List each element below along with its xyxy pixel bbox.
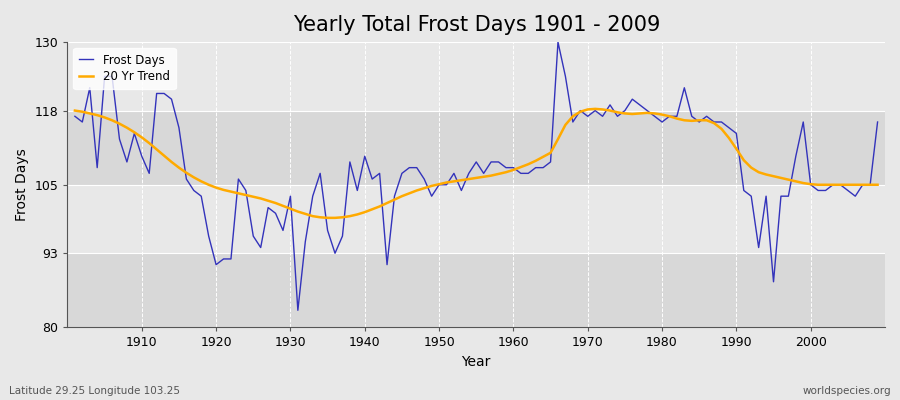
Legend: Frost Days, 20 Yr Trend: Frost Days, 20 Yr Trend xyxy=(74,48,176,89)
Frost Days xyxy=(872,120,883,124)
20 Yr Trend xyxy=(508,168,518,172)
Text: Latitude 29.25 Longitude 103.25: Latitude 29.25 Longitude 103.25 xyxy=(9,386,180,396)
20 Yr Trend xyxy=(612,110,623,115)
Frost Days xyxy=(345,160,356,164)
20 Yr Trend xyxy=(590,106,600,111)
Frost Days xyxy=(300,240,310,244)
20 Yr Trend xyxy=(345,214,356,218)
Frost Days xyxy=(129,131,140,136)
X-axis label: Year: Year xyxy=(462,355,490,369)
20 Yr Trend xyxy=(516,165,526,170)
Frost Days xyxy=(69,114,80,119)
Bar xyxy=(68,185,885,253)
Title: Yearly Total Frost Days 1901 - 2009: Yearly Total Frost Days 1901 - 2009 xyxy=(292,15,660,35)
Bar xyxy=(68,42,885,110)
Y-axis label: Frost Days: Frost Days xyxy=(15,148,29,221)
20 Yr Trend xyxy=(322,216,333,220)
Frost Days xyxy=(508,165,518,170)
Frost Days xyxy=(516,171,526,176)
Text: worldspecies.org: worldspecies.org xyxy=(803,386,891,396)
Line: 20 Yr Trend: 20 Yr Trend xyxy=(75,109,878,218)
20 Yr Trend xyxy=(872,182,883,187)
20 Yr Trend xyxy=(69,108,80,113)
20 Yr Trend xyxy=(129,130,140,135)
Bar xyxy=(68,110,885,185)
20 Yr Trend xyxy=(292,209,303,214)
Bar xyxy=(68,253,885,328)
Frost Days xyxy=(292,308,303,313)
Line: Frost Days: Frost Days xyxy=(75,42,878,310)
Frost Days xyxy=(553,40,563,44)
Frost Days xyxy=(612,114,623,119)
